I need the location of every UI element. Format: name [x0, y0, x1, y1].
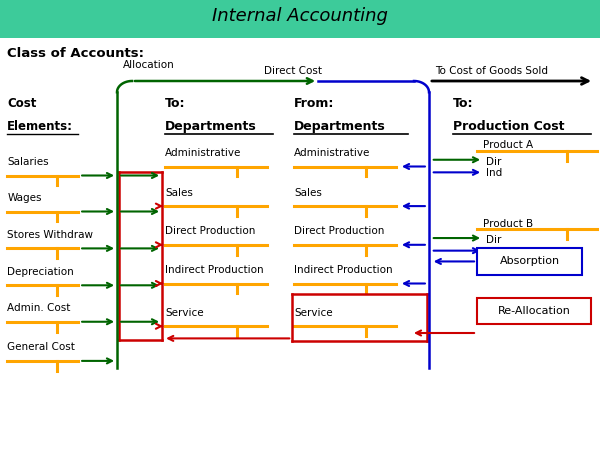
Text: Dir: Dir: [486, 157, 502, 167]
Text: Absorption: Absorption: [499, 256, 560, 266]
Text: From:: From:: [294, 97, 334, 110]
Text: To:: To:: [453, 97, 473, 110]
Text: Dir: Dir: [486, 235, 502, 245]
Text: Indirect Production: Indirect Production: [165, 265, 263, 275]
Text: Cost: Cost: [7, 97, 37, 110]
FancyBboxPatch shape: [0, 0, 600, 38]
FancyBboxPatch shape: [477, 298, 591, 324]
Text: Direct Production: Direct Production: [294, 226, 385, 236]
Text: Ind: Ind: [486, 168, 502, 178]
Text: Salaries: Salaries: [7, 157, 49, 167]
Text: Stores Withdraw: Stores Withdraw: [7, 230, 93, 240]
Text: Departments: Departments: [165, 120, 257, 133]
Text: Service: Service: [165, 308, 203, 318]
Text: Direct Cost: Direct Cost: [264, 66, 322, 76]
Text: Re-Allocation: Re-Allocation: [497, 306, 571, 316]
Text: Sales: Sales: [294, 188, 322, 198]
Text: Service: Service: [294, 308, 332, 318]
Text: Departments: Departments: [294, 120, 386, 133]
Text: Class of Accounts:: Class of Accounts:: [7, 47, 144, 60]
Text: Product A: Product A: [483, 140, 533, 150]
Text: Administrative: Administrative: [165, 148, 241, 158]
FancyBboxPatch shape: [477, 248, 582, 274]
Text: Direct Production: Direct Production: [165, 226, 256, 236]
Text: Product B: Product B: [483, 219, 533, 229]
Text: Internal Accounting: Internal Accounting: [212, 7, 388, 25]
Text: Allocation: Allocation: [123, 60, 175, 70]
Text: General Cost: General Cost: [7, 342, 75, 352]
Text: To:: To:: [165, 97, 185, 110]
Text: Depreciation: Depreciation: [7, 267, 74, 277]
Text: Sales: Sales: [165, 188, 193, 198]
Text: Elements:: Elements:: [7, 120, 73, 133]
Text: Admin. Cost: Admin. Cost: [7, 303, 71, 313]
Text: Administrative: Administrative: [294, 148, 370, 158]
Text: Indirect Production: Indirect Production: [294, 265, 392, 275]
Text: Wages: Wages: [7, 193, 42, 203]
Text: Ind: Ind: [486, 247, 502, 256]
Text: Production Cost: Production Cost: [453, 120, 565, 133]
Text: To Cost of Goods Sold: To Cost of Goods Sold: [435, 66, 548, 76]
